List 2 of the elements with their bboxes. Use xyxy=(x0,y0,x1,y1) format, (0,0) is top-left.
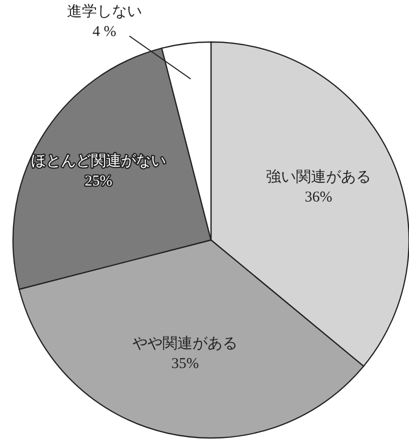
slice-label: 進学しない xyxy=(66,3,142,20)
data-label: 4 % xyxy=(92,24,116,40)
